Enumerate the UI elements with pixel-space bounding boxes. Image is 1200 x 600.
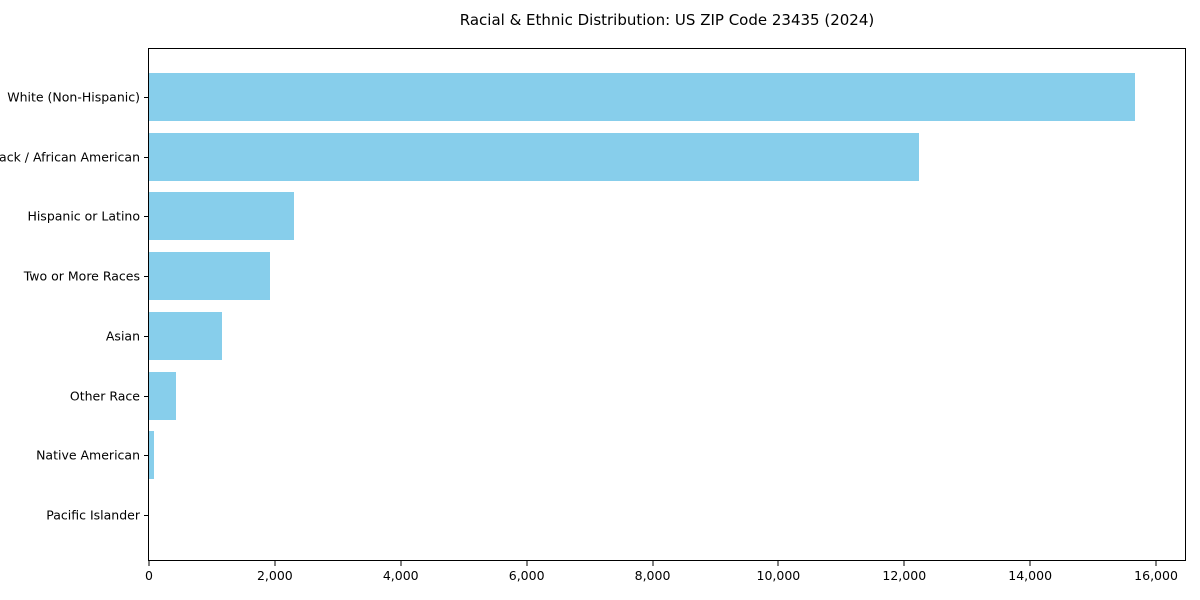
category-label: Asian [105, 328, 140, 344]
chart-title: Racial & Ethnic Distribution: US ZIP Cod… [459, 11, 875, 29]
y-tick-mark [144, 216, 149, 218]
bar-row: Hispanic or Latino [27, 187, 1185, 247]
x-tick-mark [903, 561, 905, 566]
bar-row: Native American [36, 426, 1185, 486]
y-tick-mark [144, 515, 149, 517]
y-tick-mark [144, 276, 149, 278]
bar-row: Black / African American [0, 127, 1185, 187]
bar [149, 311, 222, 360]
x-tick-label: 2,000 [256, 568, 293, 583]
x-tick-mark [148, 561, 150, 566]
category-label: Hispanic or Latino [27, 208, 140, 224]
x-tick-label: 4,000 [382, 568, 419, 583]
category-label: White (Non-Hispanic) [7, 89, 140, 105]
x-tick-label: 0 [145, 568, 153, 583]
category-label: Two or More Races [23, 268, 140, 284]
x-tick-mark [777, 561, 779, 566]
plot-area: White (Non-Hispanic) Black / African Amer… [0, 48, 1186, 583]
y-tick-mark [144, 395, 149, 397]
bar-row: Two or More Races [24, 246, 1185, 306]
x-tick-label: 16,000 [1134, 568, 1178, 583]
category-label: Pacific Islander [46, 507, 140, 523]
bar-row: Other Race [70, 366, 1185, 426]
category-label: Native American [36, 447, 140, 463]
x-tick-mark [274, 561, 276, 566]
x-tick-mark [526, 561, 528, 566]
y-tick-mark [144, 156, 149, 158]
x-tick-mark [652, 561, 654, 566]
x-tick-label: 10,000 [756, 568, 801, 583]
x-tick-label: 6,000 [508, 568, 545, 583]
x-tick-mark [1155, 561, 1157, 566]
bar-row: White (Non-Hispanic) [7, 67, 1185, 127]
x-tick-mark [400, 561, 402, 566]
bar [149, 371, 177, 420]
y-tick-mark [144, 455, 149, 457]
bar [149, 431, 155, 480]
y-tick-mark [144, 96, 149, 98]
x-tick-label: 14,000 [1008, 568, 1053, 583]
category-label: Other Race [69, 388, 140, 404]
bar-row: Asian [106, 306, 1185, 366]
x-tick-label: 8,000 [634, 568, 671, 583]
bar-row: Pacific Islander [46, 485, 1185, 545]
bar [149, 252, 270, 301]
bar [149, 132, 919, 181]
bar [149, 72, 1136, 121]
bar [149, 192, 294, 241]
y-tick-mark [144, 335, 149, 337]
category-label: Black / African American [0, 149, 140, 165]
bar-rows: White (Non-Hispanic) Black / African Amer… [0, 49, 1185, 560]
x-tick-label: 12,000 [882, 568, 927, 583]
x-tick-mark [1029, 561, 1031, 566]
